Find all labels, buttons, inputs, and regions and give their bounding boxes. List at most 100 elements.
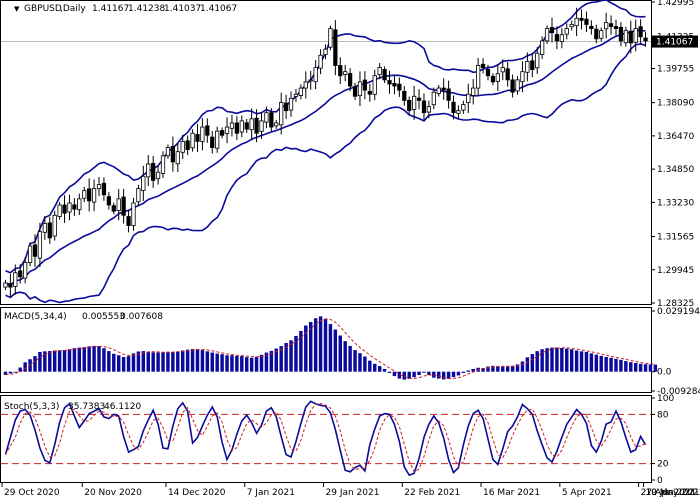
candle-body (126, 216, 131, 226)
candle-body (175, 151, 180, 165)
candle-body (377, 67, 382, 75)
candle-body (554, 34, 560, 42)
candle-body (372, 75, 377, 95)
macd-bar (368, 360, 372, 372)
macd-bar (279, 346, 283, 372)
macd-bar (72, 348, 77, 372)
macd-bar (151, 352, 155, 372)
candle-body (190, 132, 195, 149)
macd-panel[interactable]: 0.029194 0.0 -0.009284 MACD(5,34,4) 0.0055… (0, 307, 700, 397)
macd-bar (387, 371, 392, 373)
candle-body (96, 184, 102, 190)
macd-bar (520, 361, 525, 372)
candle-body (101, 182, 107, 196)
candle-body (515, 79, 520, 92)
macd-bar (230, 355, 234, 372)
candle-body (77, 198, 82, 211)
macd-name: MACD(5,34,4) (4, 312, 67, 322)
ohlc-close: 1.41067 (200, 4, 237, 14)
macd-bar (417, 371, 421, 376)
macd-bar (210, 352, 214, 372)
candle-body (318, 54, 323, 69)
macd-bar (87, 346, 91, 372)
macd-bar (166, 351, 170, 372)
price-y-tick-label: 1.39755 (657, 64, 694, 74)
price-y-tick-label: 1.28325 (657, 299, 694, 309)
macd-bar (304, 325, 308, 372)
macd-bar (643, 364, 648, 372)
macd-histogram (3, 316, 658, 380)
macd-signal-series (5, 318, 656, 380)
macd-bar (525, 357, 530, 372)
price-y-tick-label: 1.38090 (657, 99, 694, 109)
stoch-title: Stoch(5,3,3) 35.7383 46.1120 (4, 402, 141, 412)
macd-bar (156, 352, 160, 372)
candle-body (13, 272, 18, 287)
candle-body (87, 188, 92, 202)
macd-bar (501, 366, 505, 372)
macd-bar (579, 351, 584, 372)
candle-body (392, 82, 397, 87)
macd-bar (397, 371, 402, 379)
bollinger-middle-band (5, 29, 646, 286)
macd-bar (505, 366, 510, 372)
macd-bar (141, 351, 146, 372)
macd-bar (348, 345, 352, 372)
macd-value-signal: 0.007608 (120, 312, 163, 322)
macd-bar (171, 351, 175, 372)
macd-bar (466, 370, 471, 372)
candle-body (180, 141, 185, 153)
macd-bar (82, 347, 86, 372)
price-y-tick-label: 1.31565 (657, 233, 694, 243)
candle-body (421, 100, 427, 114)
candle-body (476, 65, 481, 89)
macd-bar (299, 330, 303, 372)
macd-bar (373, 363, 377, 372)
bollinger-lower-band (5, 43, 646, 304)
macd-bar (43, 351, 47, 372)
candle-body (352, 86, 358, 97)
price-panel[interactable]: 1.429951.413251.397551.380901.364701.348… (0, 0, 699, 309)
macd-bar (190, 349, 195, 372)
stoch-panel-frame (0, 395, 652, 483)
macd-bar (289, 340, 293, 372)
macd-bar (481, 367, 485, 372)
macd-bar (545, 348, 549, 372)
candle-body (283, 102, 289, 112)
candle-body (333, 29, 338, 66)
macd-bar (574, 350, 579, 372)
candle-body (279, 102, 284, 126)
x-tick-label: 22 Feb 2021 (404, 488, 460, 498)
timeframe-label: ,Daily (60, 4, 86, 14)
macd-bar (619, 359, 623, 372)
macd-bar (323, 318, 328, 372)
stoch-y-tick-label: 100 (657, 394, 674, 404)
macd-bar (471, 368, 475, 372)
candle-body (569, 24, 574, 28)
candle-body (274, 122, 279, 127)
candle-body (141, 175, 146, 191)
macd-bar (240, 356, 244, 372)
candle-body (402, 90, 407, 101)
candle-body (234, 122, 239, 134)
candle-body (505, 68, 510, 81)
stoch-y-tick-label: 80 (657, 410, 669, 420)
candle-body (205, 125, 210, 136)
x-tick-label: 20 Nov 2020 (84, 488, 142, 498)
macd-bar (195, 349, 200, 372)
stoch-name: Stoch(5,3,3) (4, 402, 59, 412)
macd-bar (427, 371, 431, 376)
candle-body (111, 205, 116, 212)
candle-body (633, 28, 638, 43)
macd-bar (309, 322, 313, 372)
candle-body (165, 147, 171, 157)
macd-bar (180, 350, 185, 372)
stoch-panel[interactable]: 100 80 20 0 Stoch(5,3,3) 35.7383 46.1120 (0, 394, 675, 486)
candle-body (23, 262, 28, 279)
macd-bar (215, 353, 219, 372)
macd-bar (200, 350, 205, 372)
candle-body (628, 30, 633, 44)
x-axis: 29 Oct 2020 20 Nov 2020 14 Dec 2020 7 Jan 2… (1, 483, 700, 498)
ohlc-high: 1.41238 (128, 4, 165, 14)
